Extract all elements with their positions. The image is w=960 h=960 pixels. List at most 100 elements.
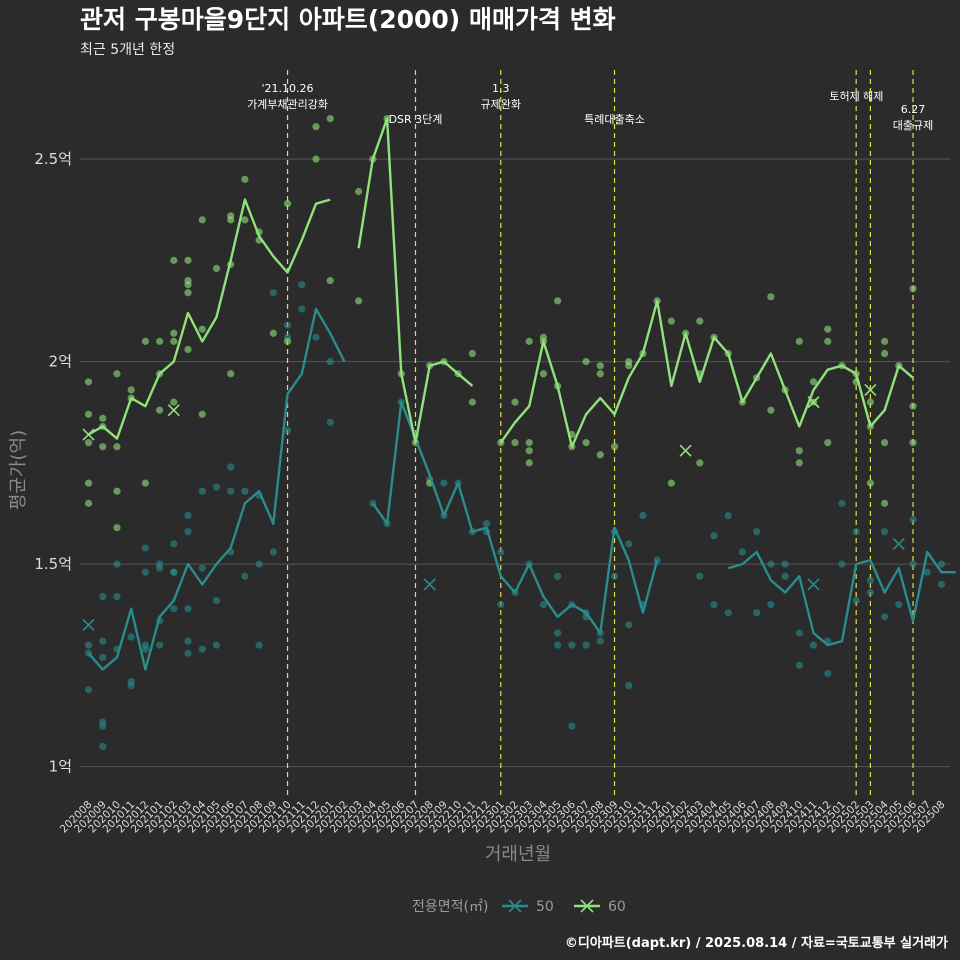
series-line-50 xyxy=(727,550,956,647)
scatter-point-60 xyxy=(554,297,562,305)
scatter-point-50 xyxy=(866,588,874,597)
scatter-point-50 xyxy=(895,601,903,609)
scatter-point-50 xyxy=(539,601,548,609)
series-marker-60 xyxy=(864,383,877,397)
scatter-point-60 xyxy=(795,337,803,345)
scatter-point-60 xyxy=(667,317,675,325)
scatter-point-60 xyxy=(84,410,93,418)
scatter-point-50 xyxy=(582,641,590,649)
scatter-point-60 xyxy=(170,398,178,406)
scatter-point-50 xyxy=(497,601,505,609)
series-lines xyxy=(87,117,956,671)
series-marker-60 xyxy=(679,444,692,457)
scatter-point-60 xyxy=(113,524,121,532)
series-marker-50 xyxy=(82,618,95,631)
series-marker-50 xyxy=(892,537,905,550)
scatter-point-50 xyxy=(184,605,192,613)
scatter-point-60 xyxy=(170,256,178,264)
chart-subtitle: 최근 5개년 한정 xyxy=(80,42,175,58)
scatter-point-60 xyxy=(84,479,93,487)
scatter-point-60 xyxy=(511,398,519,406)
scatter-point-50 xyxy=(767,560,775,568)
annotation-label: 규제완화 xyxy=(481,98,521,111)
scatter-point-60 xyxy=(312,155,320,163)
scatter-point-60 xyxy=(312,123,320,131)
scatter-point-60 xyxy=(596,370,604,378)
scatter-point-60 xyxy=(696,459,704,467)
scatter-point-60 xyxy=(212,264,221,273)
scatter-point-50 xyxy=(99,722,107,730)
source-caption: ©디아파트(dapt.kr) / 2025.08.14 / 자료=국토교통부 실… xyxy=(565,935,948,951)
scatter-point-50 xyxy=(625,621,633,629)
annotation-label: 대출규제 xyxy=(893,119,933,132)
scatter-point-50 xyxy=(141,568,149,576)
scatter-point-50 xyxy=(170,540,178,548)
scatter-point-50 xyxy=(596,637,604,645)
legend: 전용면적(㎡) 50 60 xyxy=(412,899,626,915)
scatter-point-50 xyxy=(937,580,946,588)
series-marker-60 xyxy=(82,428,95,441)
annotation-label: 특례대출축소 xyxy=(584,113,645,126)
series-line-60 xyxy=(499,299,914,448)
scatter-point-50 xyxy=(84,686,93,694)
annotation-label: 가계부채관리강화 xyxy=(247,98,328,111)
scatter-point-50 xyxy=(184,511,192,520)
scatter-point-50 xyxy=(326,358,334,366)
scatter-point-50 xyxy=(482,520,491,528)
scatter-point-60 xyxy=(156,406,164,414)
scatter-point-60 xyxy=(909,402,917,410)
scatter-point-50 xyxy=(653,556,661,564)
scatter-point-50 xyxy=(554,572,562,580)
scatter-point-60 xyxy=(866,479,874,487)
scatter-point-50 xyxy=(184,637,192,645)
scatter-point-60 xyxy=(525,337,533,345)
scatter-point-50 xyxy=(170,568,178,576)
scatter-point-60 xyxy=(269,329,277,337)
scatter-point-50 xyxy=(127,682,135,690)
scatter-point-50 xyxy=(156,641,164,649)
scatter-point-50 xyxy=(241,572,249,580)
scatter-points xyxy=(84,115,946,750)
annotation-label: DSR 3단계 xyxy=(389,113,443,126)
series-marker-50 xyxy=(423,578,436,591)
annotation-label: '21.10.26 xyxy=(262,82,314,95)
x-axis-label: 거래년월 xyxy=(485,844,551,865)
y-tick-labels: 1억 1.5억 2억 2.5억 xyxy=(34,150,72,776)
legend-item-50: 50 xyxy=(502,899,554,915)
scatter-point-60 xyxy=(84,439,93,447)
scatter-point-50 xyxy=(99,592,107,601)
scatter-point-50 xyxy=(937,560,946,568)
scatter-point-50 xyxy=(227,463,235,471)
scatter-point-60 xyxy=(227,216,235,224)
scatter-point-50 xyxy=(710,532,718,540)
series-marker-60 xyxy=(807,396,820,409)
scatter-point-60 xyxy=(355,187,363,196)
scatter-point-50 xyxy=(554,641,562,649)
scatter-point-50 xyxy=(568,641,576,649)
scatter-point-50 xyxy=(710,601,718,609)
scatter-point-60 xyxy=(596,451,604,459)
scatter-point-60 xyxy=(99,414,107,422)
scatter-point-50 xyxy=(113,592,121,601)
scatter-point-60 xyxy=(596,362,604,370)
scatter-point-60 xyxy=(113,443,121,451)
scatter-point-50 xyxy=(625,540,633,548)
scatter-point-60 xyxy=(184,345,192,354)
y-axis-label: 평균가(억) xyxy=(8,430,29,510)
legend-title: 전용면적(㎡) xyxy=(412,899,488,915)
scatter-point-50 xyxy=(852,528,860,536)
scatter-point-50 xyxy=(241,487,249,495)
scatter-point-50 xyxy=(255,641,263,649)
scatter-point-50 xyxy=(554,629,562,637)
scatter-point-50 xyxy=(824,669,832,678)
scatter-point-50 xyxy=(298,305,306,313)
scatter-point-50 xyxy=(198,487,206,495)
scatter-point-50 xyxy=(99,637,107,645)
scatter-point-50 xyxy=(909,560,917,568)
scatter-point-60 xyxy=(170,329,178,337)
scatter-point-50 xyxy=(568,722,576,730)
scatter-point-60 xyxy=(696,317,704,325)
annotation-label: 토허제 해제 xyxy=(829,89,883,103)
